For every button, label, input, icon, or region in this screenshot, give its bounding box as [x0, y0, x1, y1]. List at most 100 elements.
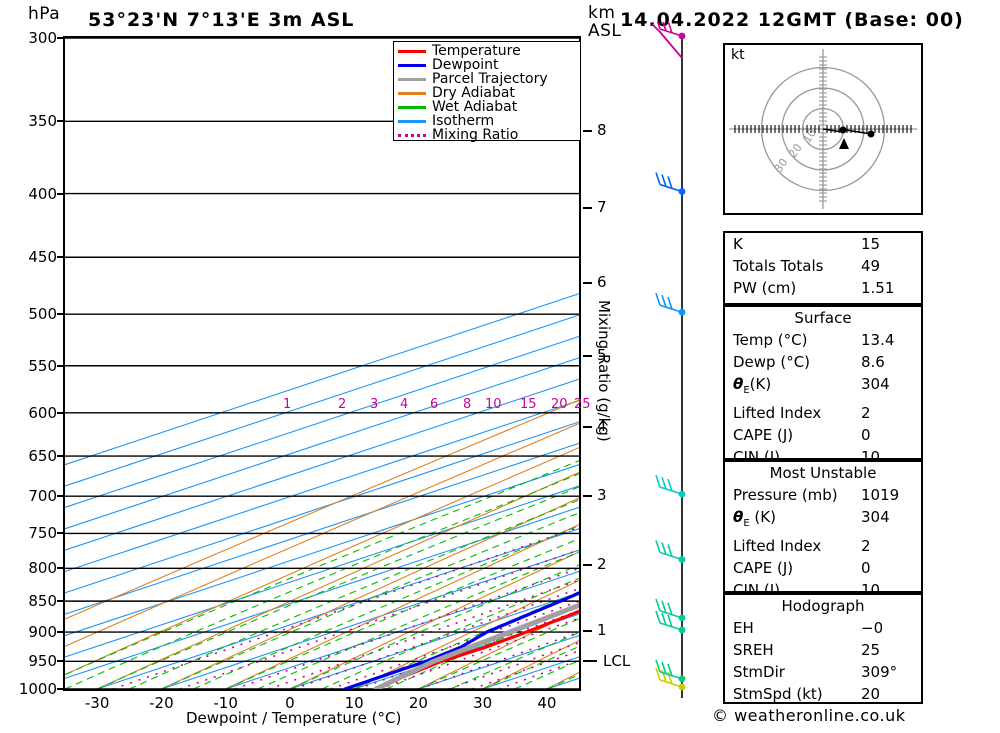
height-unit-label-km: km [588, 3, 616, 23]
height-tick [583, 495, 592, 498]
data-row: K 15 [725, 233, 921, 255]
temperature-tick-label: 20 [408, 694, 428, 712]
row-label: SREH [733, 641, 774, 659]
row-value: 304 [861, 508, 890, 526]
height-tick [583, 426, 592, 429]
row-value: 15 [861, 235, 881, 253]
row-label: PW (cm) [733, 279, 797, 297]
row-label: EH [733, 619, 754, 637]
legend-swatch [398, 133, 426, 137]
row-label: Totals Totals [733, 257, 824, 275]
legend-item: Parcel Trajectory [398, 72, 580, 86]
pressure-tick [57, 688, 65, 690]
pressure-tick [57, 600, 65, 603]
temperature-tick-label: -30 [84, 694, 110, 712]
data-row: SREH 25 [725, 639, 921, 661]
lcl-label: LCL [603, 652, 631, 671]
data-row: EH −0 [725, 617, 921, 639]
temperature-tick-label: -20 [149, 694, 174, 712]
row-value: 8.6 [861, 353, 885, 371]
mixing-ratio-label: 20 [551, 397, 568, 412]
pressure-tick [57, 567, 65, 570]
legend-item: Dry Adiabat [398, 86, 580, 100]
row-value: 2 [861, 537, 871, 555]
pressure-tick [57, 455, 65, 458]
hodograph-unit-label: kt [731, 47, 745, 63]
data-row: Temp (°C) 13.4 [725, 329, 921, 351]
hodograph-plot[interactable]: 10 20 30 kt [723, 43, 923, 215]
pressure-tick [57, 631, 65, 634]
data-row: StmDir 309° [725, 661, 921, 683]
svg-text:30: 30 [772, 156, 791, 175]
footer-copyright: © weatheronline.co.uk [712, 706, 906, 725]
height-tick-label: 4 [597, 417, 607, 436]
pressure-tick-label: 550 [28, 356, 57, 375]
row-label: K [733, 235, 743, 253]
row-label: Temp (°C) [733, 331, 808, 349]
legend-item: Isotherm [398, 114, 580, 128]
legend-swatch [398, 63, 426, 67]
height-tick-label: 7 [597, 198, 607, 217]
pressure-tick [57, 313, 65, 316]
legend-swatch [398, 119, 426, 123]
pressure-unit-label: hPa [28, 4, 61, 24]
row-label: CAPE (J) [733, 426, 794, 444]
mixing-ratio-label: 25 [574, 397, 591, 412]
row-value: 309° [861, 663, 898, 681]
temperature-tick-label: 30 [473, 694, 493, 712]
height-tick-label: 2 [597, 554, 607, 573]
height-tick [583, 282, 592, 285]
height-tick [583, 129, 592, 132]
mixing-ratio-label: 6 [430, 397, 439, 412]
row-value: 1019 [861, 486, 900, 504]
row-label: Dewp (°C) [733, 353, 811, 371]
legend-label: Parcel Trajectory [432, 71, 548, 87]
pressure-tick [57, 256, 65, 259]
surface-panel: Surface Temp (°C) 13.4 Dewp (°C) 8.6 θE(K) 304… [723, 305, 923, 466]
data-row: θE(K) 304 [725, 373, 921, 402]
height-unit-label-asl: ASL [588, 21, 622, 41]
legend-item: Mixing Ratio [398, 128, 580, 142]
pressure-tick-label: 600 [28, 403, 57, 422]
height-tick-label: 6 [597, 273, 607, 292]
pressure-tick [57, 495, 65, 498]
data-row: StmSpd (kt) 20 [725, 683, 921, 705]
page-title: 53°23'N 7°13'E 3m ASL [88, 9, 355, 31]
pressure-tick [57, 192, 65, 195]
height-tick [583, 629, 592, 632]
row-label: θE (K) [733, 508, 776, 529]
forecast-datetime: 14.04.2022 12GMT (Base: 00) [620, 9, 964, 31]
pressure-tick-label: 1000 [18, 680, 57, 698]
row-value: 2 [861, 404, 871, 422]
data-row: PW (cm) 1.51 [725, 277, 921, 299]
lcl-tick [583, 660, 597, 663]
legend-swatch [398, 77, 426, 81]
legend-swatch [398, 91, 426, 95]
svg-text:20: 20 [786, 141, 805, 160]
row-value: 13.4 [861, 331, 895, 349]
row-label: StmDir [733, 663, 785, 681]
row-value: 1.51 [861, 279, 895, 297]
pressure-tick-label: 450 [28, 248, 57, 267]
row-value: 20 [861, 685, 881, 703]
data-row: CAPE (J) 0 [725, 424, 921, 446]
data-row: θE (K) 304 [725, 506, 921, 535]
row-label: CAPE (J) [733, 559, 794, 577]
height-tick-label: 8 [597, 120, 607, 139]
wind-barb-column [651, 22, 686, 698]
panel-title: Hodograph [781, 597, 865, 615]
mixing-ratio-label: 2 [338, 397, 347, 412]
pressure-tick-label: 350 [28, 112, 57, 131]
pressure-tick [57, 411, 65, 414]
height-tick-label: 3 [597, 486, 607, 505]
row-value: −0 [861, 619, 884, 637]
height-tick [583, 354, 592, 357]
skewt-diagram[interactable] [63, 36, 581, 691]
data-row: Dewp (°C) 8.6 [725, 351, 921, 373]
legend-label: Dewpoint [432, 57, 499, 73]
row-label: θE(K) [733, 375, 772, 396]
row-label: Pressure (mb) [733, 486, 838, 504]
row-label: StmSpd (kt) [733, 685, 823, 703]
pressure-tick-label: 900 [28, 623, 57, 642]
pressure-tick-label: 300 [28, 29, 57, 47]
